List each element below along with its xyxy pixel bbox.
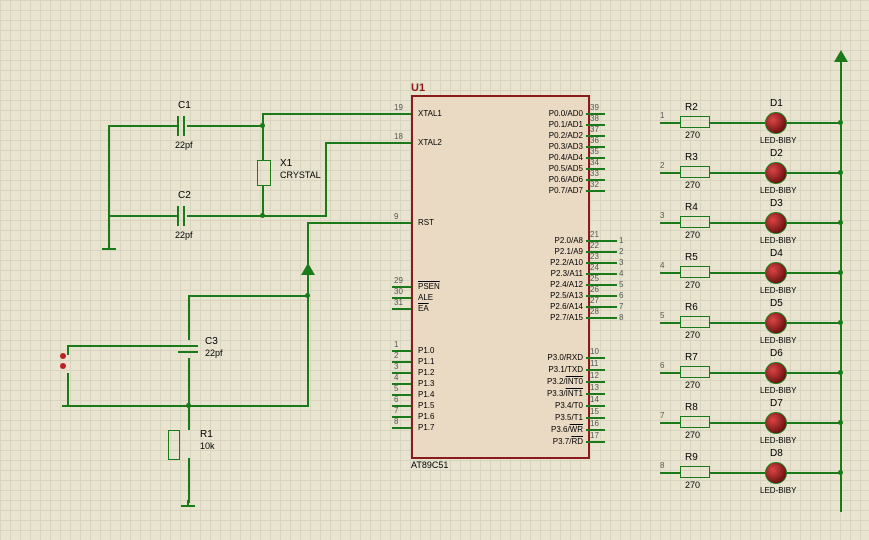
res-r8[interactable]: [680, 416, 710, 428]
c3-ref: C3: [205, 336, 218, 347]
res-r6[interactable]: [680, 316, 710, 328]
c1-ref: C1: [178, 100, 191, 111]
vcc-2: [834, 50, 848, 62]
r1-val: 10k: [200, 441, 215, 451]
led-d1[interactable]: [765, 112, 787, 134]
c2-val: 22pf: [175, 230, 193, 240]
res-r4[interactable]: [680, 216, 710, 228]
res-r3[interactable]: [680, 166, 710, 178]
led-d4[interactable]: [765, 262, 787, 284]
x1-val: CRYSTAL: [280, 170, 321, 180]
ic-part: AT89C51: [411, 460, 448, 470]
res-r7[interactable]: [680, 366, 710, 378]
led-d3[interactable]: [765, 212, 787, 234]
led-d7[interactable]: [765, 412, 787, 434]
res-r9[interactable]: [680, 466, 710, 478]
x1-ref: X1: [280, 158, 292, 169]
crystal-x1[interactable]: [257, 160, 271, 186]
res-r2[interactable]: [680, 116, 710, 128]
c3-val: 22pf: [205, 348, 223, 358]
led-d5[interactable]: [765, 312, 787, 334]
r1-ref: R1: [200, 429, 213, 440]
res-r1[interactable]: [168, 430, 180, 460]
ic-ref: U1: [411, 82, 425, 94]
led-d8[interactable]: [765, 462, 787, 484]
c1-val: 22pf: [175, 140, 193, 150]
schematic-canvas: U1 AT89C51 X1 CRYSTAL C1 22pf C2 22pf C3…: [0, 0, 869, 540]
c2-ref: C2: [178, 190, 191, 201]
res-r5[interactable]: [680, 266, 710, 278]
led-d2[interactable]: [765, 162, 787, 184]
led-d6[interactable]: [765, 362, 787, 384]
